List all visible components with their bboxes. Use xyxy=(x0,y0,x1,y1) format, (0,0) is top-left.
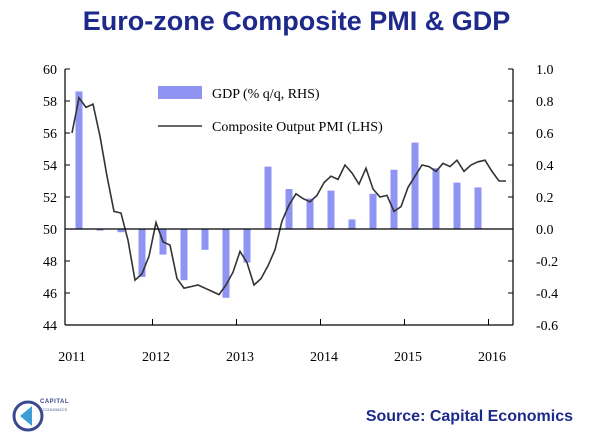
x-tick-label: 2014 xyxy=(310,350,338,365)
left-tick-label: 46 xyxy=(43,287,57,302)
gdp-bar xyxy=(348,219,356,229)
right-tick-label: -0.2 xyxy=(536,255,558,270)
gdp-bar xyxy=(222,229,230,298)
gdp-bar xyxy=(138,229,146,277)
gdp-bar xyxy=(327,190,335,229)
capital-economics-logo-icon xyxy=(12,400,44,432)
x-tick-label: 2012 xyxy=(142,350,170,365)
right-tick-label: -0.4 xyxy=(536,287,558,302)
gdp-bar xyxy=(264,166,272,229)
gdp-bar xyxy=(201,229,209,250)
legend-gdp-label: GDP (% q/q, RHS) xyxy=(212,87,320,102)
gdp-bar xyxy=(243,229,251,263)
gdp-bar xyxy=(117,229,125,233)
gdp-bar xyxy=(453,182,461,229)
x-tick-label: 2015 xyxy=(394,350,422,365)
left-tick-label: 56 xyxy=(43,127,57,142)
gdp-bar xyxy=(432,168,440,229)
right-tick-label: 0.4 xyxy=(536,159,554,174)
right-tick-label: 0.0 xyxy=(536,223,554,238)
source-note: Source: Capital Economics xyxy=(365,408,573,425)
left-tick-label: 60 xyxy=(43,63,57,78)
left-tick-label: 54 xyxy=(43,159,57,174)
legend-pmi-label: Composite Output PMI (LHS) xyxy=(212,120,383,135)
logo-name: CAPITAL xyxy=(40,399,70,405)
x-tick-label: 2016 xyxy=(478,350,506,365)
left-tick-label: 52 xyxy=(43,191,57,206)
gdp-bar xyxy=(96,229,104,231)
gdp-bar xyxy=(411,142,419,229)
right-tick-label: 0.2 xyxy=(536,191,554,206)
gdp-bar xyxy=(390,169,398,229)
gdp-bar xyxy=(369,193,377,229)
left-tick-label: 50 xyxy=(43,223,57,238)
left-tick-label: 48 xyxy=(43,255,57,270)
right-tick-label: 0.8 xyxy=(536,95,554,110)
left-tick-label: 58 xyxy=(43,95,57,110)
x-tick-label: 2013 xyxy=(226,350,254,365)
left-tick-label: 44 xyxy=(43,319,57,334)
legend-gdp-swatch xyxy=(158,86,202,99)
gdp-bar xyxy=(75,91,83,230)
logo-subtitle: ECONOMICS xyxy=(40,407,68,412)
gdp-bar xyxy=(474,187,482,229)
chart-title: Euro-zone Composite PMI & GDP xyxy=(82,6,511,36)
x-tick-label: 2011 xyxy=(58,350,85,365)
right-tick-label: 0.6 xyxy=(536,127,554,142)
right-tick-label: 1.0 xyxy=(536,63,554,78)
gdp-bar xyxy=(180,229,188,281)
gdp-bar xyxy=(306,198,314,229)
pmi-line xyxy=(71,95,506,296)
gdp-bar xyxy=(285,189,293,229)
right-tick-label: -0.6 xyxy=(536,319,558,334)
